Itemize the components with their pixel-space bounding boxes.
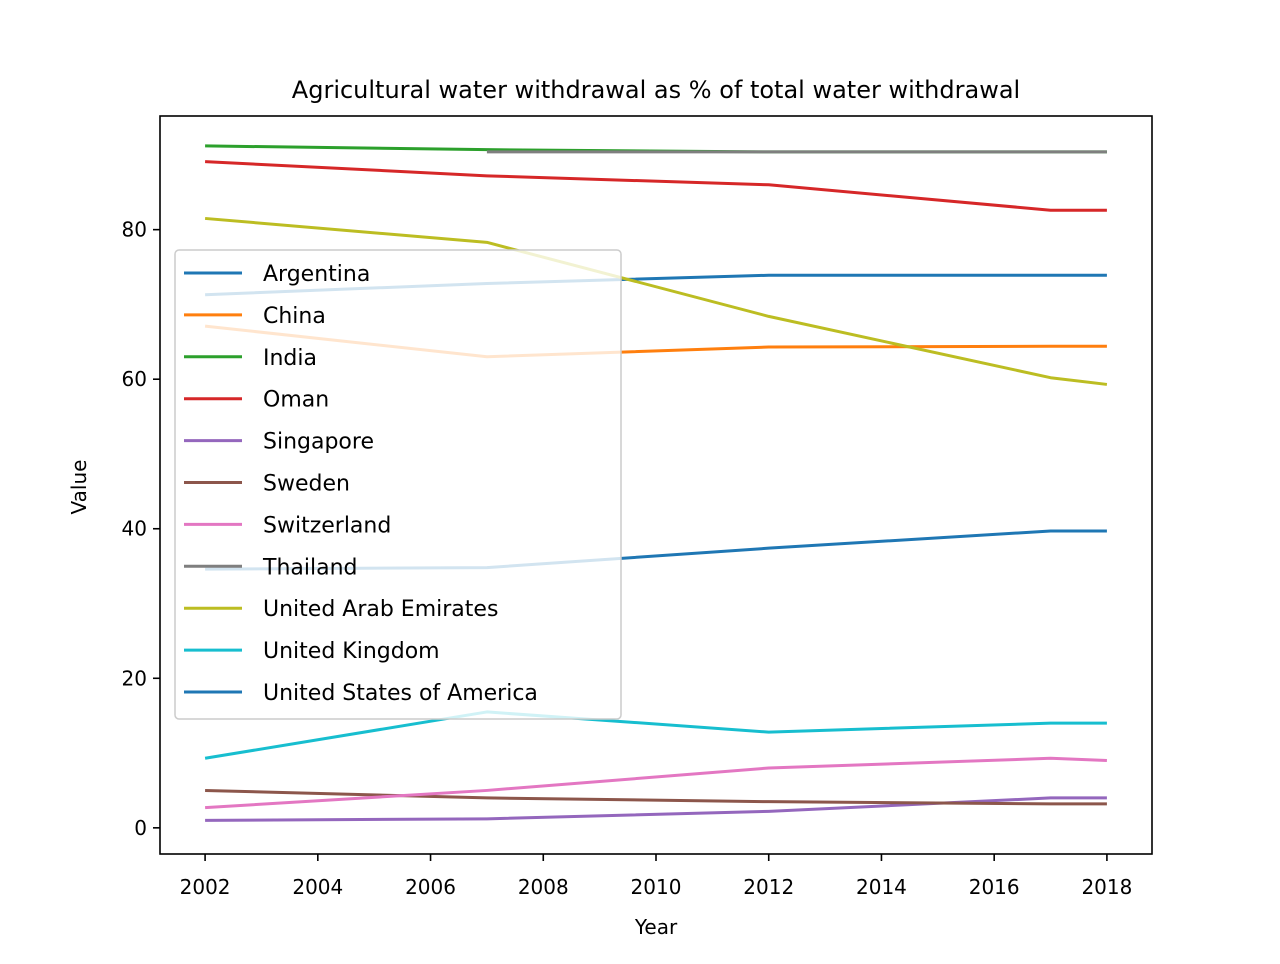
legend: Argentina China India Oman Singapore Sweden Sw… bbox=[174, 249, 622, 720]
legend-label-china: China bbox=[263, 304, 326, 329]
legend-label-oman: Oman bbox=[263, 388, 329, 413]
y-tick-label: 0 bbox=[134, 816, 147, 840]
x-tick-label: 2012 bbox=[743, 875, 794, 899]
x-tick-label: 2016 bbox=[969, 875, 1020, 899]
x-tick-label: 2006 bbox=[405, 875, 456, 899]
x-tick-label: 2018 bbox=[1081, 875, 1132, 899]
y-tick-label: 80 bbox=[122, 218, 147, 242]
series-line-switzerland bbox=[204, 756, 1107, 810]
y-tick-label: 20 bbox=[122, 666, 147, 690]
legend-label-singapore: Singapore bbox=[263, 430, 374, 455]
series-line-united-kingdom bbox=[204, 710, 1107, 760]
axes-layer: 2002 2004 2006 2008 2010 2012 2014 2016 2018 0 20 4… bbox=[122, 218, 1133, 899]
x-tick-label: 2002 bbox=[180, 875, 231, 899]
legend-label-united-states-of-america: United States of America bbox=[263, 681, 538, 706]
y-tick-label: 60 bbox=[122, 367, 147, 391]
legend-label-united-arab-emirates: United Arab Emirates bbox=[263, 597, 498, 622]
series-line-singapore bbox=[205, 796, 1107, 822]
x-tick-label: 2014 bbox=[856, 875, 907, 899]
x-tick-label: 2004 bbox=[292, 875, 343, 899]
legend-label-argentina: Argentina bbox=[263, 262, 370, 287]
y-axis-label: Value bbox=[67, 460, 91, 515]
legend-label-thailand: Thailand bbox=[262, 555, 357, 580]
series-line-oman bbox=[205, 160, 1107, 212]
y-tick-label: 40 bbox=[122, 517, 147, 541]
x-axis-label: Year bbox=[634, 915, 678, 939]
series-layer bbox=[204, 144, 1108, 822]
legend-label-united-kingdom: United Kingdom bbox=[263, 639, 440, 664]
legend-box bbox=[174, 249, 622, 720]
plot-area-frame bbox=[159, 115, 1153, 855]
chart-title: Agricultural water withdrawal as % of to… bbox=[292, 76, 1020, 104]
legend-label-sweden: Sweden bbox=[263, 472, 350, 497]
series-line-united-arab-emirates bbox=[204, 216, 1108, 386]
x-tick-label: 2010 bbox=[631, 875, 682, 899]
legend-label-switzerland: Switzerland bbox=[263, 513, 391, 538]
legend-label-india: India bbox=[263, 346, 317, 371]
x-tick-label: 2008 bbox=[518, 875, 569, 899]
